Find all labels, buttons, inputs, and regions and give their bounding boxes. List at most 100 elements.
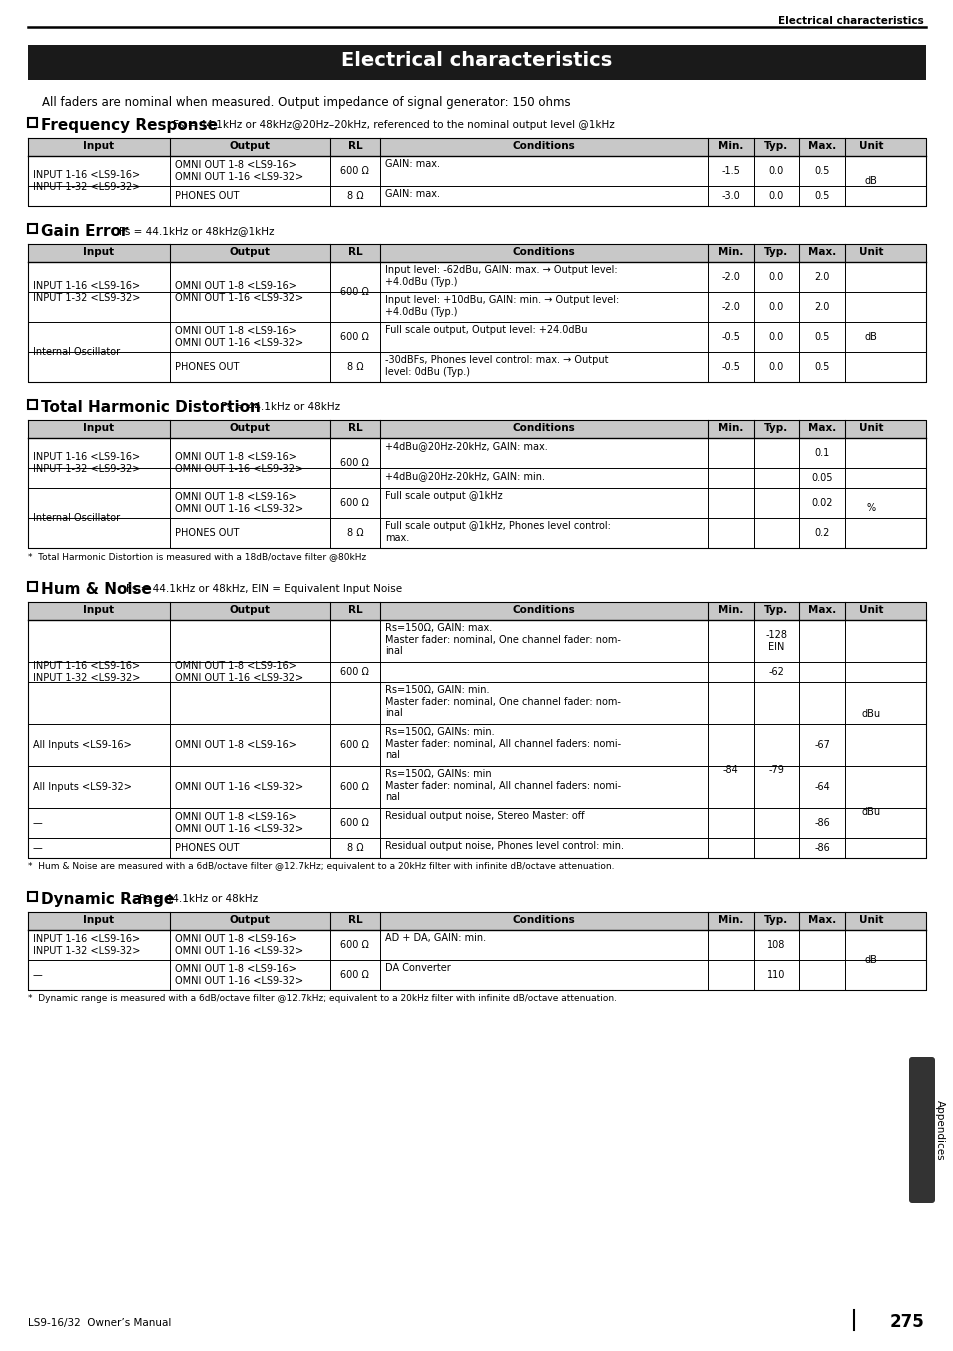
Text: 8 Ω: 8 Ω xyxy=(346,843,363,852)
Bar xyxy=(28,892,37,901)
Text: Gain Error: Gain Error xyxy=(41,224,129,239)
Text: All faders are nominal when measured. Output impedance of signal generator: 150 : All faders are nominal when measured. Ou… xyxy=(42,96,570,109)
Text: Input: Input xyxy=(83,423,114,434)
Text: -0.5: -0.5 xyxy=(720,362,740,372)
Text: -86: -86 xyxy=(814,843,829,852)
Text: 600 Ω: 600 Ω xyxy=(340,458,369,467)
Text: Input level: -62dBu, GAIN: max. → Output level:
+4.0dBu (Typ.): Input level: -62dBu, GAIN: max. → Output… xyxy=(385,265,617,286)
Bar xyxy=(28,245,925,262)
Text: -2.0: -2.0 xyxy=(720,272,740,282)
Text: Rs=150Ω, GAINs: min.
Master fader: nominal, All channel faders: nomi-
nal: Rs=150Ω, GAINs: min. Master fader: nomin… xyxy=(385,727,620,761)
Text: OMNI OUT 1-8 <LS9-16>
OMNI OUT 1-16 <LS9-32>: OMNI OUT 1-8 <LS9-16> OMNI OUT 1-16 <LS9… xyxy=(174,453,303,474)
Text: 0.5: 0.5 xyxy=(814,166,829,176)
Text: 600 Ω: 600 Ω xyxy=(340,970,369,979)
Text: 600 Ω: 600 Ω xyxy=(340,332,369,342)
Bar xyxy=(28,603,925,620)
Text: OMNI OUT 1-8 <LS9-16>
OMNI OUT 1-16 <LS9-32>: OMNI OUT 1-8 <LS9-16> OMNI OUT 1-16 <LS9… xyxy=(174,326,303,347)
Text: INPUT 1-16 <LS9-16>
INPUT 1-32 <LS9-32>: INPUT 1-16 <LS9-16> INPUT 1-32 <LS9-32> xyxy=(33,281,140,303)
Text: INPUT 1-16 <LS9-16>
INPUT 1-32 <LS9-32>: INPUT 1-16 <LS9-16> INPUT 1-32 <LS9-32> xyxy=(33,453,140,474)
Text: Internal Oscillator: Internal Oscillator xyxy=(33,513,120,523)
Text: 0.05: 0.05 xyxy=(811,473,832,484)
Text: 0.02: 0.02 xyxy=(811,499,832,508)
Text: 275: 275 xyxy=(888,1313,923,1331)
Text: 8 Ω: 8 Ω xyxy=(346,362,363,372)
Text: Rs=150Ω, GAIN: min.
Master fader: nominal, One channel fader: nom-
inal: Rs=150Ω, GAIN: min. Master fader: nomina… xyxy=(385,685,620,719)
Text: Fs = 44.1kHz or 48kHz, EIN = Equivalent Input Noise: Fs = 44.1kHz or 48kHz, EIN = Equivalent … xyxy=(126,584,401,594)
Text: 600 Ω: 600 Ω xyxy=(340,667,369,677)
Text: GAIN: max.: GAIN: max. xyxy=(385,189,439,199)
Text: Unit: Unit xyxy=(858,605,882,615)
Text: PHONES OUT: PHONES OUT xyxy=(174,843,239,852)
Text: Max.: Max. xyxy=(807,141,836,151)
Text: INPUT 1-16 <LS9-16>
INPUT 1-32 <LS9-32>: INPUT 1-16 <LS9-16> INPUT 1-32 <LS9-32> xyxy=(33,170,140,192)
Text: Max.: Max. xyxy=(807,247,836,257)
Text: -86: -86 xyxy=(814,817,829,828)
Text: Conditions: Conditions xyxy=(512,915,575,925)
Text: Min.: Min. xyxy=(718,247,742,257)
Text: OMNI OUT 1-16 <LS9-32>: OMNI OUT 1-16 <LS9-32> xyxy=(174,782,303,792)
Text: Output: Output xyxy=(229,247,270,257)
Text: 600 Ω: 600 Ω xyxy=(340,499,369,508)
Text: Output: Output xyxy=(229,915,270,925)
Text: DA Converter: DA Converter xyxy=(385,963,451,973)
Text: Conditions: Conditions xyxy=(512,423,575,434)
Text: dBu: dBu xyxy=(861,807,880,817)
Bar xyxy=(28,400,37,409)
Text: Unit: Unit xyxy=(858,915,882,925)
Text: 600 Ω: 600 Ω xyxy=(340,817,369,828)
Text: OMNI OUT 1-8 <LS9-16>
OMNI OUT 1-16 <LS9-32>: OMNI OUT 1-8 <LS9-16> OMNI OUT 1-16 <LS9… xyxy=(174,934,303,955)
Text: 0.5: 0.5 xyxy=(814,332,829,342)
Bar xyxy=(28,420,925,438)
Text: Output: Output xyxy=(229,605,270,615)
Text: OMNI OUT 1-8 <LS9-16>
OMNI OUT 1-16 <LS9-32>: OMNI OUT 1-8 <LS9-16> OMNI OUT 1-16 <LS9… xyxy=(174,492,303,513)
Text: RL: RL xyxy=(347,247,362,257)
Text: 0.1: 0.1 xyxy=(814,449,829,458)
Text: -2.0: -2.0 xyxy=(720,303,740,312)
Text: 2.0: 2.0 xyxy=(814,272,829,282)
Text: RL: RL xyxy=(347,423,362,434)
Text: 108: 108 xyxy=(766,940,785,950)
Text: OMNI OUT 1-8 <LS9-16>: OMNI OUT 1-8 <LS9-16> xyxy=(174,740,296,750)
Text: 8 Ω: 8 Ω xyxy=(346,528,363,538)
Text: *  Total Harmonic Distortion is measured with a 18dB/octave filter @80kHz: * Total Harmonic Distortion is measured … xyxy=(28,553,366,561)
Text: -67: -67 xyxy=(814,740,829,750)
Bar xyxy=(28,912,925,929)
Text: Typ.: Typ. xyxy=(763,605,788,615)
Text: -79: -79 xyxy=(768,765,783,775)
Text: 0.0: 0.0 xyxy=(768,190,783,201)
Text: Input: Input xyxy=(83,141,114,151)
Text: INPUT 1-16 <LS9-16>
INPUT 1-32 <LS9-32>: INPUT 1-16 <LS9-16> INPUT 1-32 <LS9-32> xyxy=(33,934,140,955)
Text: Unit: Unit xyxy=(858,423,882,434)
Text: Full scale output @1kHz: Full scale output @1kHz xyxy=(385,490,502,501)
Text: OMNI OUT 1-8 <LS9-16>
OMNI OUT 1-16 <LS9-32>: OMNI OUT 1-8 <LS9-16> OMNI OUT 1-16 <LS9… xyxy=(174,812,303,834)
Text: PHONES OUT: PHONES OUT xyxy=(174,528,239,538)
Text: Unit: Unit xyxy=(858,141,882,151)
Text: Typ.: Typ. xyxy=(763,247,788,257)
Text: -3.0: -3.0 xyxy=(720,190,740,201)
Text: *  Dynamic range is measured with a 6dB/octave filter @12.7kHz; equivalent to a : * Dynamic range is measured with a 6dB/o… xyxy=(28,994,617,1002)
Text: PHONES OUT: PHONES OUT xyxy=(174,190,239,201)
Text: +4dBu@20Hz-20kHz, GAIN: max.: +4dBu@20Hz-20kHz, GAIN: max. xyxy=(385,440,547,451)
Text: 0.0: 0.0 xyxy=(768,303,783,312)
Text: Internal Oscillator: Internal Oscillator xyxy=(33,347,120,357)
Text: All Inputs <LS9-32>: All Inputs <LS9-32> xyxy=(33,782,132,792)
Text: dBu: dBu xyxy=(861,709,880,719)
Text: Min.: Min. xyxy=(718,141,742,151)
Bar xyxy=(28,138,925,155)
Bar xyxy=(28,224,37,232)
Text: —: — xyxy=(33,817,43,828)
Text: Residual output noise, Phones level control: min.: Residual output noise, Phones level cont… xyxy=(385,842,623,851)
Text: 0.0: 0.0 xyxy=(768,272,783,282)
Text: AD + DA, GAIN: min.: AD + DA, GAIN: min. xyxy=(385,934,486,943)
Text: Full scale output, Output level: +24.0dBu: Full scale output, Output level: +24.0dB… xyxy=(385,326,587,335)
Text: dB: dB xyxy=(863,955,877,965)
Text: *  Hum & Noise are measured with a 6dB/octave filter @12.7kHz; equivalent to a 2: * Hum & Noise are measured with a 6dB/oc… xyxy=(28,862,614,871)
Text: -128
EIN: -128 EIN xyxy=(764,630,786,651)
Text: 0.5: 0.5 xyxy=(814,362,829,372)
Text: dB: dB xyxy=(863,332,877,342)
Text: Min.: Min. xyxy=(718,605,742,615)
Text: 600 Ω: 600 Ω xyxy=(340,782,369,792)
Text: Input: Input xyxy=(83,247,114,257)
Text: GAIN: max.: GAIN: max. xyxy=(385,159,439,169)
FancyBboxPatch shape xyxy=(908,1056,934,1202)
